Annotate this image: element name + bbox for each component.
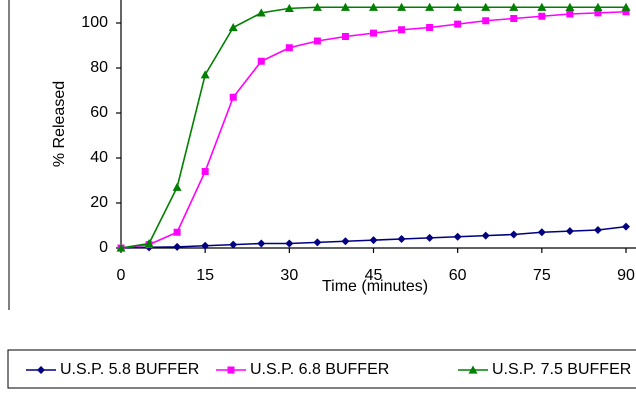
legend-item-2: U.S.P. 6.8 BUFFER: [216, 361, 389, 378]
y-tick-label: 60: [90, 104, 108, 121]
data-point: [425, 233, 434, 242]
data-point: [370, 29, 377, 37]
data-point: [397, 2, 407, 11]
data-point: [369, 236, 378, 245]
data-point: [285, 44, 293, 52]
data-point: [594, 9, 602, 17]
data-point: [201, 241, 210, 250]
x-tick-label: 90: [617, 267, 635, 284]
data-point: [510, 15, 518, 22]
data-point: [341, 33, 349, 40]
x-axis-label: Time (minutes): [322, 278, 428, 295]
data-point: [509, 2, 519, 11]
data-point: [229, 93, 237, 101]
data-point: [593, 2, 603, 11]
data-point: [369, 2, 378, 11]
data-point: [593, 226, 602, 234]
data-point: [312, 2, 322, 11]
x-tick-label: 15: [196, 267, 214, 284]
series-line: [120, 6, 626, 249]
data-point: [426, 24, 434, 31]
data-point: [621, 2, 631, 11]
data-point: [482, 17, 490, 25]
data-point: [173, 242, 182, 251]
data-point: [565, 2, 575, 11]
data-point: [201, 168, 209, 175]
y-tick-label: 0: [99, 239, 108, 256]
legend-swatch-marker: [468, 365, 478, 374]
data-point: [200, 70, 210, 79]
data-point: [565, 227, 574, 236]
data-point: [173, 228, 181, 236]
data-point: [341, 237, 350, 246]
data-point: [228, 23, 238, 32]
data-point: [284, 3, 294, 12]
data-point: [537, 228, 546, 237]
data-point: [313, 37, 321, 45]
y-tick-label: 100: [81, 14, 108, 31]
y-tick-label: 20: [90, 194, 108, 211]
data-point: [116, 243, 126, 252]
data-point: [622, 222, 630, 231]
data-point: [537, 2, 547, 11]
data-point: [509, 230, 518, 239]
data-point: [453, 232, 462, 241]
x-tick-label: 75: [533, 267, 551, 284]
x-ticks: 0 15 30 45 60 75 90: [117, 248, 635, 284]
data-point: [481, 231, 490, 240]
x-tick-label: 60: [449, 267, 467, 284]
x-tick-label: 30: [280, 267, 298, 284]
legend-label: U.S.P. 6.8 BUFFER: [250, 361, 389, 378]
series-2: [117, 8, 630, 252]
data-point: [144, 239, 154, 248]
data-point: [257, 239, 266, 248]
data-point: [172, 182, 182, 191]
data-point: [481, 2, 491, 11]
legend-box: [7, 349, 636, 389]
series-layer: [116, 2, 631, 252]
legend-item-1: U.S.P. 5.8 BUFFER: [26, 361, 199, 378]
y-tick-label: 80: [90, 59, 108, 76]
data-point: [566, 10, 574, 18]
data-point: [453, 2, 463, 11]
y-tick-label: 40: [90, 149, 108, 166]
data-point: [454, 20, 462, 28]
legend-swatch-marker: [37, 366, 45, 374]
data-point: [229, 240, 238, 249]
series-3: [116, 2, 631, 252]
data-point: [622, 8, 630, 16]
data-point: [340, 2, 350, 11]
data-point: [538, 12, 546, 20]
data-point: [313, 238, 322, 247]
data-point: [257, 57, 265, 65]
legend: U.S.P. 5.8 BUFFER U.S.P. 6.8 BUFFER U.S.P.…: [7, 349, 636, 389]
data-point: [425, 2, 435, 11]
y-axis-label: % Released: [51, 81, 68, 167]
data-point: [398, 26, 406, 34]
data-point: [397, 235, 406, 243]
legend-item-3: U.S.P. 7.5 BUFFER: [458, 361, 631, 378]
legend-label: U.S.P. 5.8 BUFFER: [60, 361, 199, 378]
y-ticks: 0 20 40 60 80 100: [81, 14, 121, 256]
x-tick-label: 0: [117, 267, 126, 284]
legend-swatch-marker: [227, 366, 235, 374]
legend-label: U.S.P. 7.5 BUFFER: [492, 361, 631, 378]
series-line: [120, 10, 627, 249]
data-point: [256, 8, 266, 17]
x-tick-label: 45: [365, 267, 383, 284]
data-point: [285, 239, 294, 248]
